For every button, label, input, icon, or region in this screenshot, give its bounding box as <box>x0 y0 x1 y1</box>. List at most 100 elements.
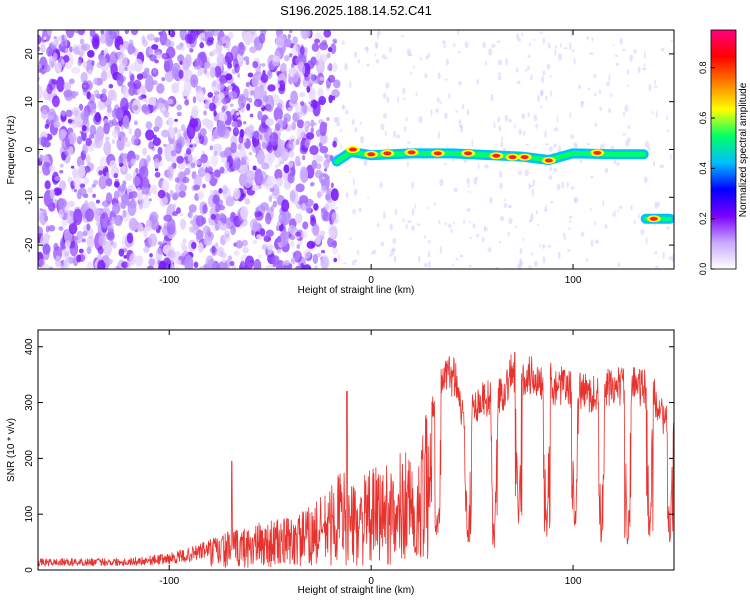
noise-blob <box>43 36 47 40</box>
figure-title: S196.2025.188.14.52.C41 <box>280 3 432 18</box>
noise-blob <box>265 94 275 113</box>
noise-blob <box>167 98 174 105</box>
noise-blob <box>105 192 113 205</box>
noise-blob <box>86 223 91 231</box>
noise-blob <box>60 58 65 65</box>
noise-blob <box>259 134 263 141</box>
noise-blob <box>77 58 82 67</box>
noise-blob <box>260 63 266 67</box>
noise-blob <box>269 187 275 192</box>
noise-speckle <box>621 48 626 52</box>
noise-blob <box>178 190 186 198</box>
noise-blob <box>73 208 83 226</box>
noise-blob <box>297 200 303 205</box>
snr-xlabel: Height of straight line (km) <box>298 585 415 596</box>
noise-blob <box>250 184 260 192</box>
noise-blob <box>134 255 144 267</box>
noise-blob <box>233 250 240 256</box>
noise-blob <box>77 164 86 179</box>
noise-blob <box>332 140 337 148</box>
noise-blob <box>38 226 44 237</box>
noise-blob <box>224 51 234 64</box>
noise-blob <box>323 30 332 38</box>
noise-speckle <box>549 74 552 78</box>
noise-speckle <box>569 112 572 119</box>
noise-speckle <box>382 92 387 99</box>
noise-blob <box>148 258 156 267</box>
noise-blob <box>111 129 119 139</box>
noise-speckle <box>627 125 631 129</box>
noise-blob <box>127 43 135 55</box>
noise-blob <box>248 176 254 186</box>
noise-blob <box>228 90 238 100</box>
spectrogram-ylabel: Frequency (Hz) <box>6 116 17 185</box>
noise-blob <box>320 254 330 269</box>
noise-blob <box>152 184 158 195</box>
noise-blob <box>56 76 65 93</box>
noise-blob <box>157 146 163 156</box>
noise-blob <box>202 225 211 235</box>
noise-speckle <box>505 58 508 66</box>
noise-blob <box>138 95 144 101</box>
noise-blob <box>95 199 100 204</box>
noise-blob <box>289 190 296 202</box>
noise-blob <box>174 118 178 122</box>
noise-blob <box>110 63 118 77</box>
noise-blob <box>242 246 249 254</box>
noise-speckle <box>444 222 448 226</box>
noise-speckle <box>627 84 630 88</box>
noise-blob <box>174 177 180 183</box>
noise-blob <box>324 122 328 128</box>
noise-speckle <box>439 100 442 105</box>
noise-blob <box>143 246 150 253</box>
noise-speckle <box>586 36 590 40</box>
noise-speckle <box>463 219 466 224</box>
noise-speckle <box>598 89 602 94</box>
spectrogram-ytick-label: 10 <box>24 96 35 108</box>
noise-blob <box>134 128 142 139</box>
noise-blob <box>203 110 207 116</box>
noise-speckle <box>484 61 488 66</box>
noise-blob <box>121 184 127 192</box>
noise-blob <box>213 110 217 117</box>
noise-blob <box>146 265 154 269</box>
noise-blob <box>38 258 46 267</box>
noise-speckle <box>574 196 579 204</box>
noise-blob <box>284 38 292 48</box>
noise-blob <box>154 59 159 64</box>
noise-blob <box>204 99 211 106</box>
noise-blob <box>258 170 268 185</box>
noise-speckle <box>499 182 503 190</box>
noise-blob <box>109 160 117 170</box>
noise-blob <box>288 76 294 85</box>
noise-blob <box>255 145 260 154</box>
noise-speckle <box>384 57 388 60</box>
noise-blob <box>317 234 321 238</box>
noise-blob <box>184 33 193 44</box>
noise-speckle <box>653 160 656 166</box>
noise-speckle <box>618 205 623 209</box>
colorbar-tick-label: 0.4 <box>698 162 708 175</box>
noise-blob <box>258 33 266 44</box>
noise-blob <box>287 212 292 220</box>
noise-blob <box>201 217 207 225</box>
noise-blob <box>234 63 240 74</box>
noise-blob <box>116 38 120 44</box>
noise-blob <box>38 46 41 52</box>
noise-blob <box>195 89 205 103</box>
noise-blob <box>149 54 157 62</box>
noise-blob <box>319 76 325 81</box>
noise-blob <box>169 189 174 197</box>
noise-speckle <box>619 37 623 46</box>
noise-speckle <box>544 130 547 138</box>
noise-speckle <box>405 223 408 230</box>
noise-blob <box>207 92 214 98</box>
noise-blob <box>327 47 333 53</box>
noise-blob <box>295 104 300 114</box>
noise-blob <box>55 188 60 195</box>
noise-blob <box>287 106 294 112</box>
noise-blob <box>105 177 113 187</box>
noise-speckle <box>436 97 440 103</box>
noise-blob <box>250 90 255 96</box>
